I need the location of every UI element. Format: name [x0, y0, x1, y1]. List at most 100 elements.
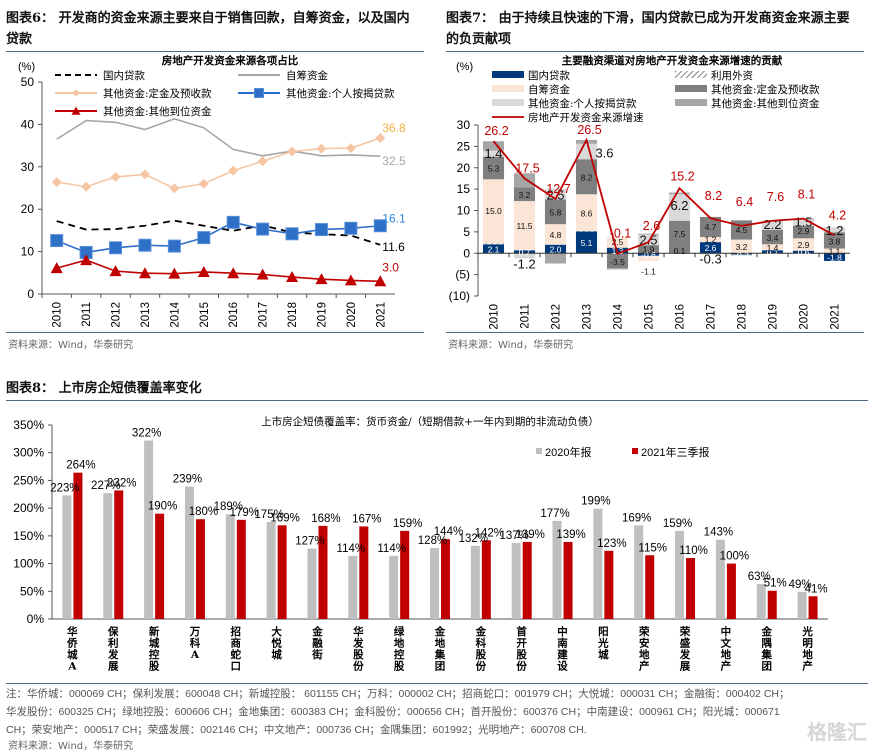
bar-segment	[637, 233, 660, 235]
x-tick-label-char: 金	[475, 625, 487, 638]
bar-2021q3	[726, 563, 736, 619]
fig6-title-line1: 图表6： 开发商的资金来源主要来自于销售回款，自筹资金，以及国内	[6, 11, 410, 26]
bar-2021q3	[522, 541, 532, 619]
x-tick-label: 2013	[582, 304, 594, 330]
bar-2021q3	[236, 519, 246, 619]
series-line	[56, 219, 381, 246]
bar-data-label: 239%	[173, 474, 202, 486]
bar-data-label: 264%	[66, 460, 95, 472]
y-tick-label: 20	[457, 161, 471, 175]
x-tick-label-char: 利	[108, 637, 119, 650]
marker-triangle	[286, 271, 299, 283]
y-axis-unit: (%)	[18, 61, 35, 73]
end-label: 3.0	[382, 260, 399, 274]
marker-diamond	[287, 146, 298, 157]
bar-data-label: 232%	[107, 477, 136, 489]
bar-2021q3	[808, 596, 818, 619]
x-tick-label-char: 科	[476, 637, 487, 650]
x-tick-label-char: 股	[476, 649, 487, 661]
y-tick-label: 30	[21, 160, 35, 174]
x-tick-label-char: 南	[557, 637, 568, 650]
marker-diamond	[228, 165, 239, 176]
bar-data-label: 167%	[352, 513, 381, 525]
x-tick-label-char: 绿	[394, 625, 405, 638]
x-tick-label-char: 金	[311, 625, 323, 638]
legend-swatch	[675, 99, 707, 106]
legend-label: 2021年三季报	[641, 445, 709, 459]
marker-triangle	[315, 273, 328, 285]
bar-data-label: 1.2	[705, 235, 717, 245]
line-data-label: 15.2	[670, 169, 694, 183]
bar-data-label: 4.7	[705, 222, 717, 232]
bar-data-label: 137%	[499, 530, 528, 542]
x-tick-label-char: 万	[189, 626, 201, 638]
bar-2020	[756, 584, 766, 619]
x-tick-label: 2019	[316, 302, 328, 328]
bar-data-label: 1.4	[767, 243, 779, 253]
series-line	[56, 118, 381, 157]
fig7-source: 资料来源：Wind，华泰研究	[448, 340, 574, 351]
bar-data-label: -3.5	[610, 257, 625, 267]
marker-triangle	[138, 267, 151, 279]
bar-data-label: 110%	[679, 545, 708, 557]
bar-2021q3	[481, 540, 491, 619]
bar-data-label: 169%	[270, 512, 299, 524]
marker-square	[254, 88, 264, 98]
legend-label: 其他资金:其他到位资金	[103, 105, 212, 118]
bar-data-label: 175%	[254, 509, 283, 521]
fig6-rule	[6, 51, 424, 52]
bar-segment	[823, 253, 846, 261]
x-tick-label-char: 蛇	[231, 648, 242, 661]
x-tick-label: 2015	[644, 304, 656, 330]
y-tick-label: 5	[463, 225, 470, 239]
marker-diamond	[110, 171, 121, 182]
bar-data-label: 3.2	[736, 242, 748, 252]
fig6-title: 图表6： 开发商的资金来源主要来自于销售回款，自筹资金，以及国内 贷款	[6, 8, 436, 50]
marker-diamond	[72, 89, 80, 97]
x-tick-label-char: 城	[67, 648, 78, 661]
bar-segment	[699, 216, 722, 238]
bar-data-label: 63%	[748, 571, 771, 583]
x-tick-label-char: A	[67, 661, 77, 673]
y-tick-label: 0%	[27, 612, 45, 626]
bar-2020	[225, 514, 235, 619]
x-tick-label-char: 荣	[638, 625, 650, 638]
bar-data-label: 169%	[622, 512, 651, 524]
bar-segment	[637, 234, 660, 246]
bar-segment	[482, 179, 505, 244]
bar-data-label: 189%	[214, 501, 243, 513]
bar-2021q3	[767, 590, 777, 619]
bar-2021q3	[195, 519, 205, 619]
bar-data-label: 180%	[189, 506, 218, 518]
fig6-title-line2: 贷款	[6, 32, 33, 47]
bar-2021q3	[114, 490, 124, 619]
marker-diamond	[51, 177, 62, 188]
fig7-bottom-rule	[446, 332, 864, 333]
bar-data-label: 0.7	[767, 247, 779, 257]
fig6-source: 资料来源：Wind，华泰研究	[8, 340, 134, 351]
y-tick-label: 350%	[13, 418, 44, 432]
bar-data-label: 114%	[377, 543, 406, 555]
watermark-logo: 格隆汇	[807, 720, 867, 744]
fig7-title: 图表7： 由于持续且快速的下滑，国内贷款已成为开发商资金来源主要 的负贡献项	[446, 8, 871, 50]
bar-2020	[593, 508, 603, 619]
x-tick-label-char: 股	[353, 649, 364, 661]
bar-data-label: 142%	[475, 527, 504, 539]
chart-title: 房地产开发资金来源各项占比	[162, 54, 299, 67]
bar-2020	[511, 543, 521, 619]
x-tick-label: 2017	[258, 302, 270, 328]
x-tick-label-char: 地	[639, 648, 650, 661]
bar-data-label: 0.1	[674, 246, 686, 256]
bar-data-label: 3.6	[595, 145, 613, 160]
bar-segment	[730, 254, 753, 256]
bar-2020	[103, 493, 113, 619]
bar-segment	[575, 159, 598, 195]
marker-diamond	[198, 178, 209, 189]
bar-segment	[637, 245, 660, 254]
marker-square	[50, 234, 64, 248]
bar-segment	[482, 243, 505, 245]
bar-segment	[575, 231, 598, 232]
x-tick-label-char: 产	[721, 660, 732, 673]
bar-segment	[699, 237, 722, 243]
x-tick-label-char: 发	[679, 648, 691, 661]
